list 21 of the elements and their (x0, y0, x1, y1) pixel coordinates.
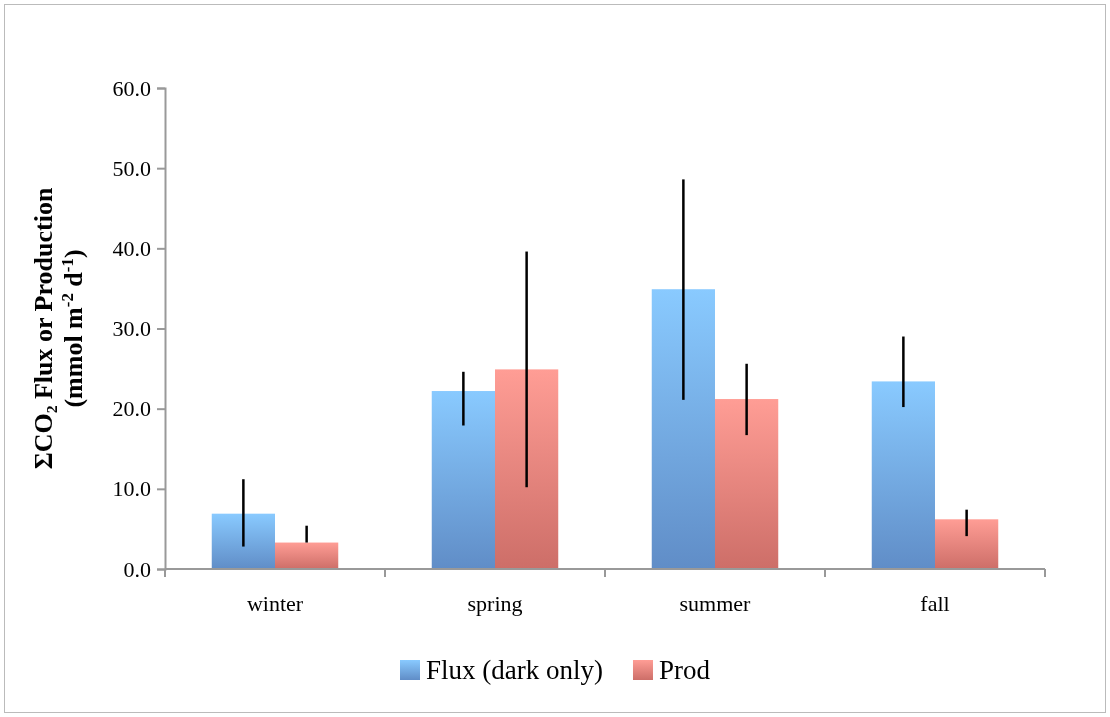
bar (495, 369, 559, 569)
bar (935, 519, 999, 569)
legend-label: Prod (658, 655, 711, 685)
bar (211, 513, 275, 569)
x-tick-label: fall (920, 591, 950, 616)
y-tick-label: 30.0 (112, 316, 151, 342)
legend-label: Flux (dark only) (426, 655, 603, 685)
y-tick-label: 60.0 (112, 75, 151, 101)
bar (715, 399, 779, 569)
y-tick-label: 0.0 (123, 556, 151, 582)
x-tick-label: winter (246, 591, 304, 616)
y-tick-label: 40.0 (112, 235, 151, 261)
x-tick-label: spring (467, 591, 523, 616)
y-tick-label: 50.0 (112, 155, 151, 181)
bar (871, 381, 935, 569)
bar (651, 289, 715, 569)
x-tick-label: summer (679, 591, 752, 616)
bar (275, 542, 339, 569)
y-tick-label: 10.0 (112, 476, 151, 502)
y-tick-label: 20.0 (112, 396, 151, 422)
bar (431, 391, 495, 569)
